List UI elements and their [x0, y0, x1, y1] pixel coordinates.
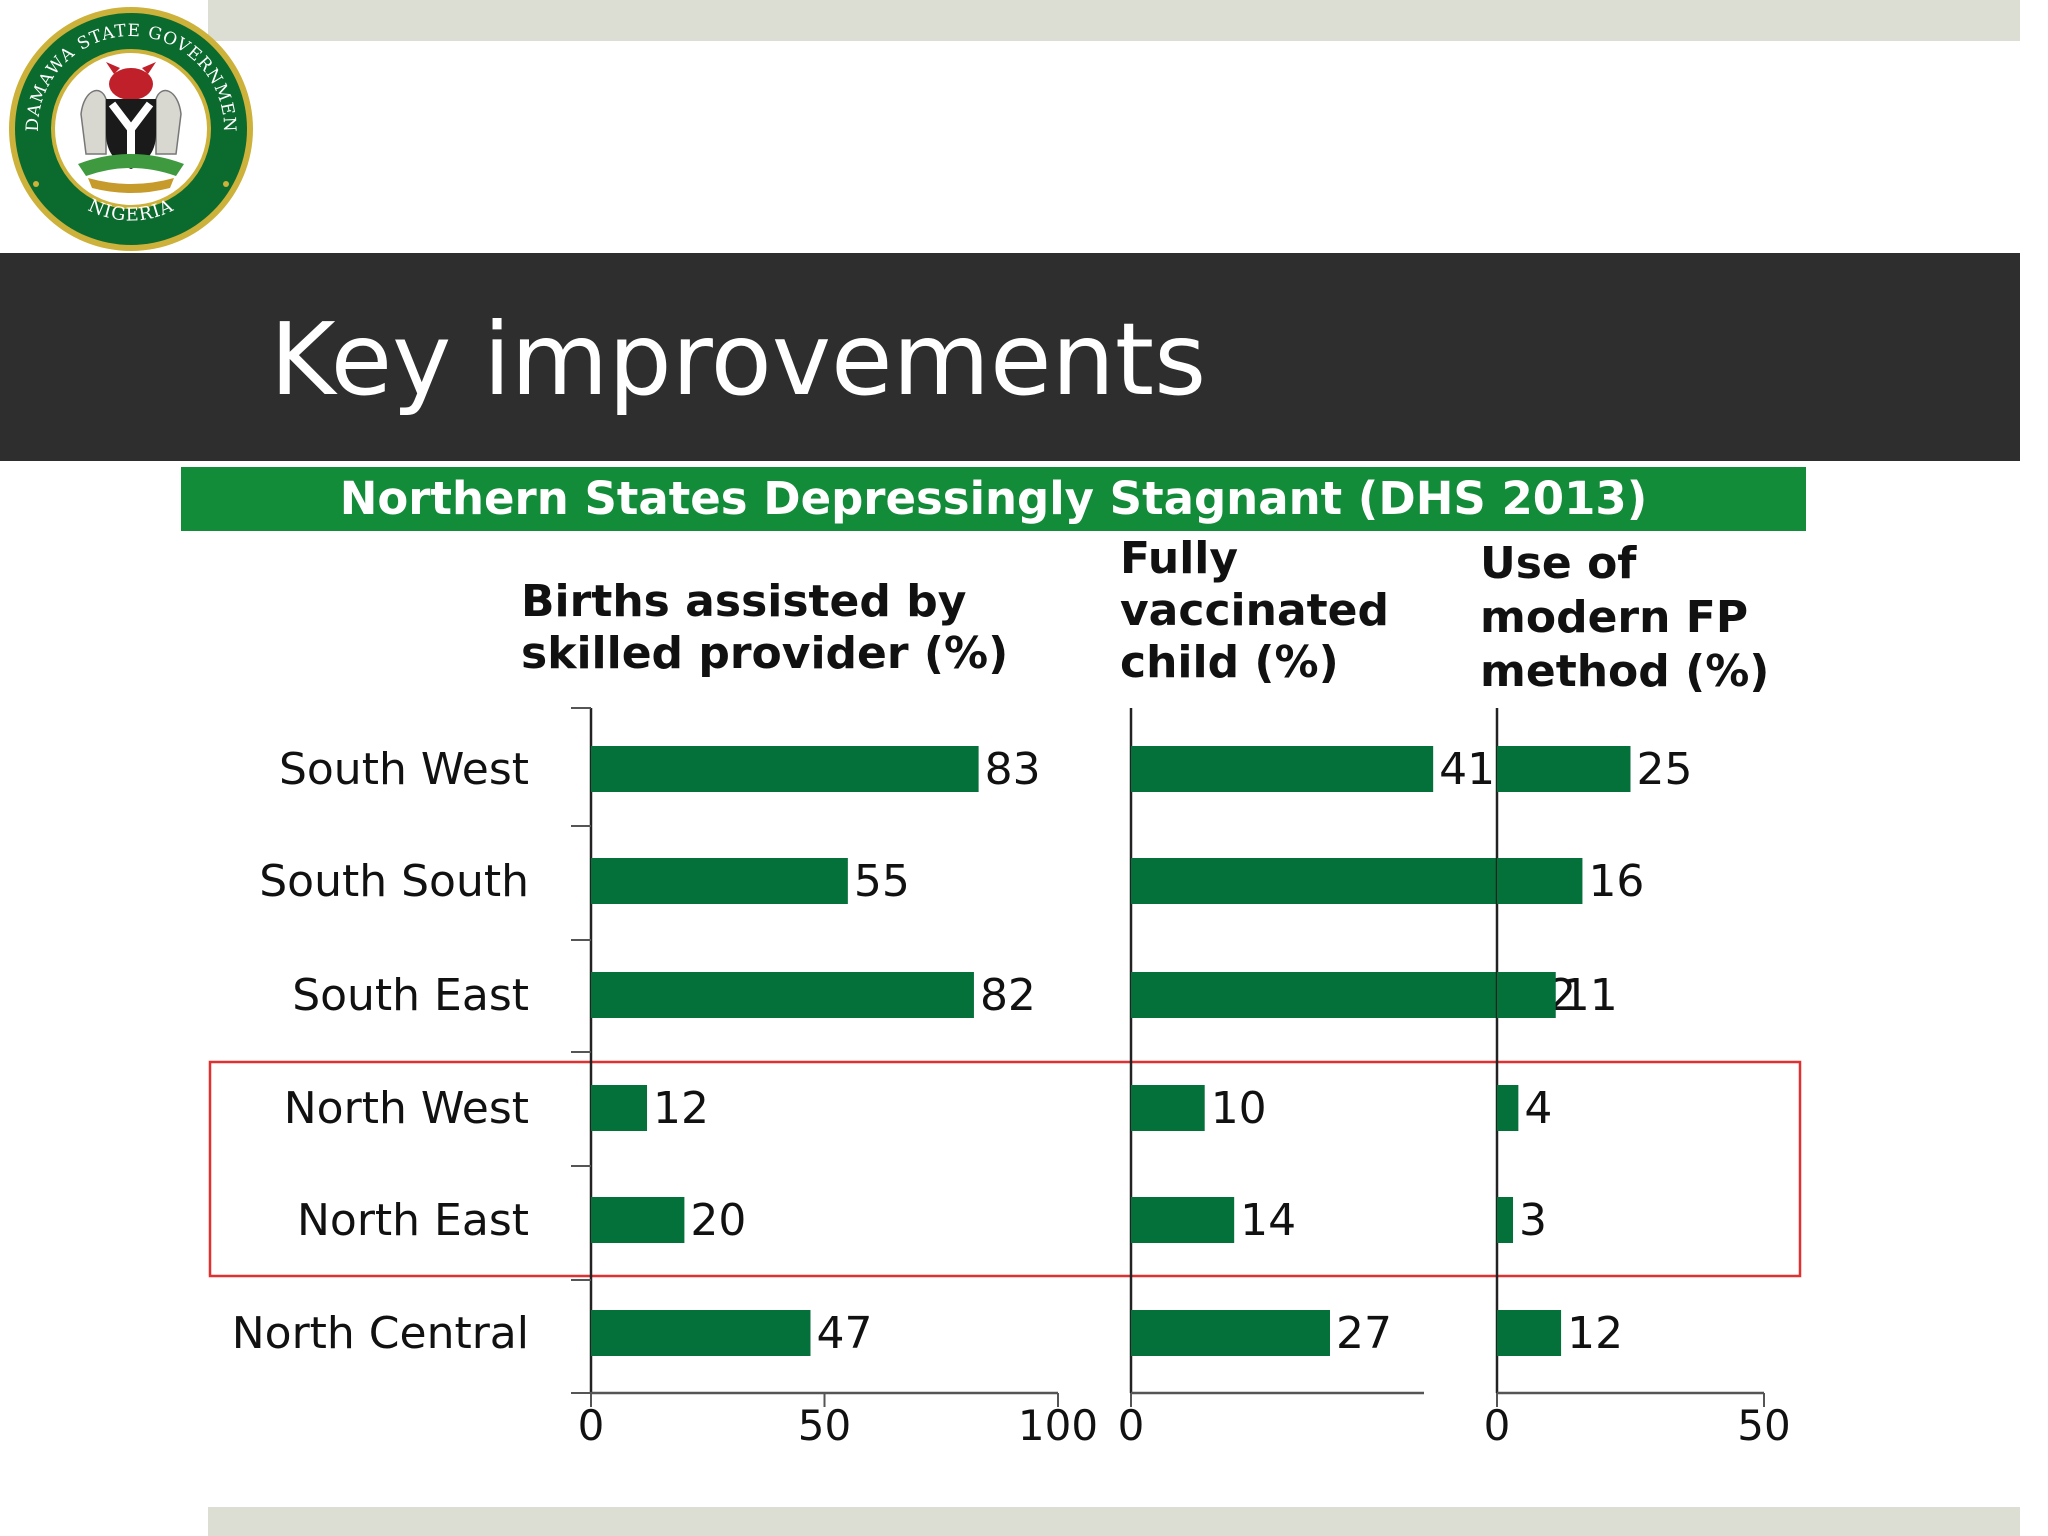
- panel-3-data-label-south-west: 25: [1637, 744, 1693, 795]
- panel-3-x-tick-label-2: 50: [1737, 1401, 1790, 1450]
- panel-1-bar-north-central: [591, 1310, 811, 1356]
- adamawa-state-seal-logo: ADAMAWA STATE GOVERNMENT NIGERIA: [6, 4, 253, 251]
- panel-1-data-label-south-east: 82: [980, 970, 1036, 1021]
- category-label-south-west: South West: [279, 744, 529, 795]
- panel-3-bar-north-east: [1497, 1197, 1514, 1243]
- category-label-south-east: South East: [292, 970, 529, 1021]
- panel-1-x-tick-label-2: 50: [798, 1401, 851, 1450]
- category-label-north-central: North Central: [232, 1308, 529, 1359]
- panel-2-x-tick-label-1: 0: [1118, 1401, 1145, 1450]
- panel-2-title-line-2: vaccinated: [1120, 585, 1389, 636]
- slide-title: Key improvements: [270, 301, 1207, 418]
- panel-3-bar-south-west: [1497, 746, 1631, 792]
- panel-2-bar-north-west: [1131, 1085, 1205, 1131]
- panel-2-title-line-1: Fully: [1120, 533, 1238, 584]
- top-decor-band: [208, 0, 2020, 41]
- chart-banner: Northern States Depressingly Stagnant (D…: [181, 467, 1806, 531]
- panel-3-data-label-north-west: 4: [1524, 1083, 1552, 1134]
- panel-1-bar-south-west: [591, 746, 979, 792]
- panel-2-bar-north-east: [1131, 1197, 1235, 1243]
- panel-3-bar-south-east: [1497, 972, 1556, 1018]
- panel-3-bar-north-west: [1497, 1085, 1519, 1131]
- panel-1-data-label-south-south: 55: [854, 856, 910, 907]
- panel-3-data-label-south-east: 11: [1562, 970, 1618, 1021]
- panel-2-data-label-north-east: 14: [1240, 1195, 1296, 1246]
- panel-3-title-line-2: modern FP: [1480, 592, 1748, 643]
- panel-2-bar-south-west: [1131, 746, 1434, 792]
- panel-1-data-label-south-west: 83: [985, 744, 1041, 795]
- panel-2-bar-north-central: [1131, 1310, 1330, 1356]
- panel-2-data-label-south-west: 41: [1439, 744, 1495, 795]
- title-bar: [0, 253, 2020, 461]
- panel-1-title-line-1: Births assisted by: [521, 576, 966, 627]
- panel-1-bar-north-east: [591, 1197, 685, 1243]
- panel-2-data-label-north-west: 10: [1211, 1083, 1267, 1134]
- panel-3-bar-north-central: [1497, 1310, 1562, 1356]
- category-label-south-south: South South: [259, 856, 529, 907]
- panel-1-bar-south-east: [591, 972, 974, 1018]
- panel-2-bar-south-south: [1131, 858, 1515, 904]
- northern-highlight-box: [208, 1060, 1802, 1278]
- panel-3-data-label-north-east: 3: [1519, 1195, 1547, 1246]
- panel-3-data-label-north-central: 12: [1567, 1308, 1623, 1359]
- panel-1-bar-north-west: [591, 1085, 648, 1131]
- category-label-north-west: North West: [284, 1083, 529, 1134]
- panel-1-data-label-north-east: 20: [690, 1195, 746, 1246]
- panel-3-title-line-1: Use of: [1480, 538, 1637, 589]
- panel-1-x-tick-label-3: 100: [1018, 1401, 1098, 1450]
- panel-1-x-tick-label-1: 0: [578, 1401, 605, 1450]
- panel-1-title-line-2: skilled provider (%): [521, 628, 1008, 679]
- panel-2-bar-south-east: [1131, 972, 1515, 1018]
- panel-2-title-line-3: child (%): [1120, 637, 1339, 688]
- bottom-decor-band: [208, 1507, 2020, 1536]
- panel-1-data-label-north-west: 12: [653, 1083, 709, 1134]
- chart-banner-title: Northern States Depressingly Stagnant (D…: [339, 472, 1648, 525]
- panel-2-data-label-north-central: 27: [1336, 1308, 1392, 1359]
- category-label-north-east: North East: [297, 1195, 529, 1246]
- panel-3-x-tick-label-1: 0: [1484, 1401, 1511, 1450]
- panel-1-data-label-north-central: 47: [816, 1308, 872, 1359]
- panel-3-data-label-south-south: 16: [1588, 856, 1644, 907]
- panel-1-bar-south-south: [591, 858, 848, 904]
- panel-3-title-line-3: method (%): [1480, 646, 1769, 697]
- panel-3-bar-south-south: [1497, 858, 1583, 904]
